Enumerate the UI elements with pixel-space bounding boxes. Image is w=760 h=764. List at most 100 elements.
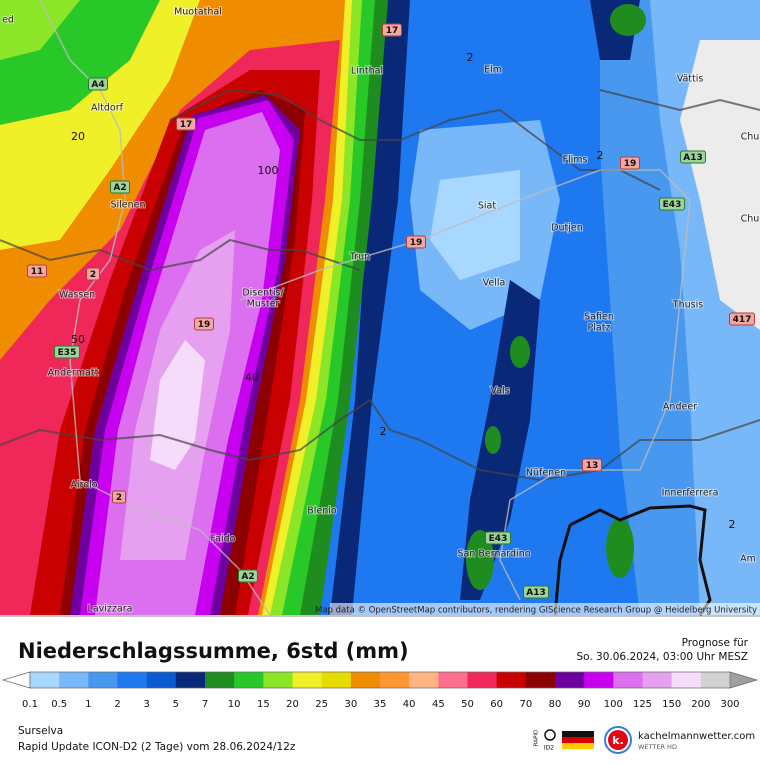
legend-swatch bbox=[671, 672, 702, 688]
legend-tick-label: 70 bbox=[519, 699, 532, 710]
contour-label: 2 bbox=[467, 51, 474, 64]
place-label: Wassen bbox=[59, 290, 95, 301]
place-label: Altdorf bbox=[91, 103, 124, 114]
road-shield bbox=[86, 267, 100, 281]
legend-tick-label: 80 bbox=[549, 699, 562, 710]
flag bbox=[562, 731, 594, 737]
legend-tick-label: 45 bbox=[432, 699, 445, 710]
place-label: Airolo bbox=[70, 480, 97, 491]
site: kachelmannwetter.com bbox=[638, 731, 755, 742]
road-label: A2 bbox=[241, 572, 254, 582]
legend-tick-label: 0.5 bbox=[51, 699, 67, 710]
borders bbox=[0, 88, 760, 482]
region: Surselva bbox=[18, 725, 63, 737]
legend-swatch bbox=[409, 672, 439, 688]
attribution-bg bbox=[330, 603, 760, 615]
precip-area bbox=[0, 0, 80, 60]
road-shield bbox=[112, 490, 126, 504]
flag bbox=[562, 743, 594, 749]
place-label: Safien bbox=[584, 312, 614, 323]
road-shield bbox=[238, 569, 258, 583]
title: Niederschlagssumme, 6std (mm) bbox=[18, 639, 409, 663]
legend-tick-label: 10 bbox=[228, 699, 241, 710]
contour-label: 20 bbox=[71, 130, 85, 143]
legend-tick-label: 90 bbox=[578, 699, 591, 710]
legend-arrow bbox=[1, 671, 31, 689]
legend-swatch bbox=[88, 672, 118, 688]
road-label: 13 bbox=[586, 461, 599, 471]
road-label: 17 bbox=[180, 120, 193, 130]
model-run: Rapid Update ICON-D2 (2 Tage) vom 28.06.… bbox=[18, 741, 296, 753]
forecast-time: So. 30.06.2024, 03:00 Uhr MESZ bbox=[576, 651, 748, 663]
precip-area bbox=[485, 426, 501, 454]
road-shield bbox=[110, 180, 130, 194]
legend-tick-label: 2 bbox=[114, 699, 120, 710]
legend-swatch bbox=[321, 672, 352, 688]
legend-tick-label: 50 bbox=[461, 699, 474, 710]
legend-swatch bbox=[30, 672, 60, 688]
legend-tick-label: 25 bbox=[315, 699, 328, 710]
legend-tick-label: 3 bbox=[143, 699, 149, 710]
place-label: ed bbox=[2, 15, 14, 26]
legend-tick-label: 200 bbox=[691, 699, 710, 710]
place-label: Muotathal bbox=[174, 7, 222, 18]
legend-swatch bbox=[525, 672, 556, 688]
place-label: Siat bbox=[478, 201, 496, 212]
road-shield bbox=[659, 197, 685, 211]
map: Muotathal Linthal Elm Vättis Altdorf Fli… bbox=[0, 0, 760, 616]
legend-swatch bbox=[642, 672, 672, 688]
place-label: Thusis bbox=[672, 300, 703, 311]
legend-swatch bbox=[700, 672, 731, 688]
legend-swatch bbox=[496, 672, 527, 688]
legend-swatch bbox=[438, 672, 468, 688]
road-label: 2 bbox=[90, 270, 96, 280]
place-label: Flims bbox=[563, 155, 588, 166]
place-label: Disentis/ bbox=[242, 288, 284, 299]
legend-swatch bbox=[467, 672, 497, 688]
contour-label: 2 bbox=[597, 149, 604, 162]
precip-area bbox=[680, 40, 760, 330]
place-label: Vella bbox=[483, 278, 506, 289]
road-label: 17 bbox=[386, 26, 399, 36]
precip-area bbox=[0, 0, 200, 250]
place-label: Mustér bbox=[247, 299, 280, 310]
contour-label: 100 bbox=[258, 164, 279, 177]
legend-tick-label: 35 bbox=[374, 699, 387, 710]
road-shield bbox=[88, 77, 108, 91]
legend-swatch bbox=[613, 672, 643, 688]
road-label: 11 bbox=[31, 267, 44, 277]
logo-letter: k. bbox=[612, 734, 624, 747]
legend-tick-label: 60 bbox=[490, 699, 503, 710]
road-shield bbox=[680, 150, 706, 164]
forecast-label: Prognose für bbox=[682, 637, 749, 649]
road-shield bbox=[54, 345, 80, 359]
badge: RAPID bbox=[534, 730, 540, 747]
road-shield bbox=[27, 264, 47, 278]
site-sub: WETTER HD bbox=[638, 743, 677, 751]
precip-area bbox=[0, 0, 230, 340]
legend-tick-label: 30 bbox=[344, 699, 357, 710]
attribution: Map data © OpenStreetMap contributors, r… bbox=[315, 606, 757, 616]
legend-swatch bbox=[234, 672, 264, 688]
legend-swatch bbox=[292, 672, 322, 688]
place-label: Vättis bbox=[677, 74, 704, 85]
road-shield bbox=[620, 156, 640, 170]
road-shield bbox=[382, 23, 402, 37]
country-border bbox=[553, 524, 572, 616]
place-label: Vals bbox=[490, 386, 509, 397]
legend-tick-label: 5 bbox=[173, 699, 179, 710]
place-label: Chu bbox=[741, 132, 760, 143]
road-shield bbox=[406, 235, 426, 249]
flag bbox=[562, 737, 594, 743]
road-shield bbox=[176, 117, 196, 131]
road-label: A13 bbox=[526, 588, 546, 598]
road-shields: A4 17 17 A2 11 2 19 19 A13 E43 417 E35 19 2 13 E43 A2 A13 bbox=[27, 23, 755, 599]
precip-area bbox=[606, 518, 634, 578]
precip-area bbox=[150, 340, 205, 470]
road-shield bbox=[729, 312, 755, 326]
legend-frame bbox=[29, 671, 731, 689]
place-label: Am bbox=[740, 554, 756, 565]
place-label: Lavizzara bbox=[88, 604, 133, 615]
place-label: Blenio bbox=[307, 506, 337, 517]
